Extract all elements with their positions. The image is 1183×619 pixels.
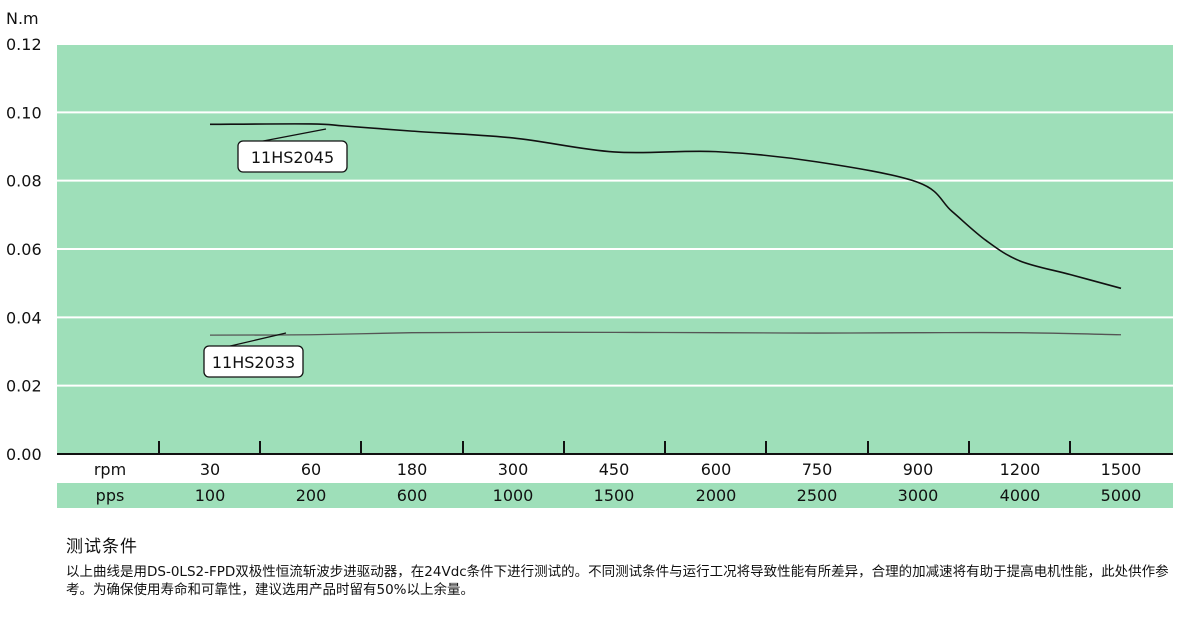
series-line-11HS2033 bbox=[209, 331, 1122, 336]
grid-lines bbox=[57, 43, 1173, 387]
series-label: 11HS2033 bbox=[212, 353, 295, 372]
series-callouts: 11HS2045 11HS2033 bbox=[203, 128, 348, 378]
series-callout: 11HS2045 bbox=[237, 128, 348, 173]
y-tick-label: 0.12 bbox=[6, 35, 42, 54]
rpm-tick-label: 900 bbox=[903, 460, 934, 479]
rpm-tick-label: 180 bbox=[397, 460, 428, 479]
y-tick-label: 0.10 bbox=[6, 103, 42, 122]
pps-tick-label: 2500 bbox=[797, 486, 838, 505]
rpm-tick-label: 1500 bbox=[1101, 460, 1142, 479]
callout-pointer bbox=[225, 332, 287, 348]
series-layer bbox=[209, 123, 1122, 336]
y-tick-label: 0.08 bbox=[6, 172, 42, 191]
test-conditions: 测试条件 以上曲线是用DS-0LS2-FPD双极性恒流斩波步进驱动器，在24Vd… bbox=[66, 532, 1176, 599]
pps-tick-label: 5000 bbox=[1101, 486, 1142, 505]
pps-tick-label: 1500 bbox=[594, 486, 635, 505]
y-tick-label: 0.00 bbox=[6, 445, 42, 464]
x-axis-rows: rpm 30 60 180 300 450 600 750 900 1200 1500 pps 100 2… bbox=[94, 460, 1142, 505]
rpm-tick-label: 30 bbox=[200, 460, 220, 479]
callout-box bbox=[203, 345, 304, 378]
y-axis-ticks: 0.00 0.02 0.04 0.06 0.08 0.10 0.12 bbox=[6, 35, 42, 464]
series-callout: 11HS2033 bbox=[203, 332, 304, 378]
pps-tick-label: 100 bbox=[195, 486, 226, 505]
series-label: 11HS2045 bbox=[251, 148, 334, 167]
pps-tick-label: 2000 bbox=[696, 486, 737, 505]
y-tick-label: 0.06 bbox=[6, 240, 42, 259]
x-axis-tick-marks bbox=[158, 441, 1071, 454]
callout-pointer bbox=[257, 128, 327, 143]
rpm-tick-label: 750 bbox=[802, 460, 833, 479]
pps-tick-label: 200 bbox=[296, 486, 327, 505]
pps-tick-label: 3000 bbox=[898, 486, 939, 505]
rpm-tick-label: 60 bbox=[301, 460, 321, 479]
series-line-11HS2045 bbox=[209, 123, 1122, 290]
torque-chart: 0.00 0.02 0.04 0.06 0.08 0.10 0.12 N.m rpm 30 60… bbox=[6, 9, 1173, 508]
test-conditions-title: 测试条件 bbox=[66, 537, 138, 557]
pps-band bbox=[57, 483, 1173, 508]
test-conditions-body: 以上曲线是用DS-0LS2-FPD双极性恒流斩波步进驱动器，在24Vdc条件下进… bbox=[66, 564, 1169, 598]
rpm-tick-label: 450 bbox=[599, 460, 630, 479]
rpm-tick-label: 1200 bbox=[1000, 460, 1041, 479]
pps-tick-label: 4000 bbox=[1000, 486, 1041, 505]
y-axis-unit: N.m bbox=[6, 9, 39, 28]
rpm-tick-label: 300 bbox=[498, 460, 529, 479]
rpm-axis-label: rpm bbox=[94, 460, 126, 479]
y-tick-label: 0.02 bbox=[6, 377, 42, 396]
callout-box bbox=[237, 140, 348, 173]
pps-tick-label: 600 bbox=[397, 486, 428, 505]
rpm-tick-label: 600 bbox=[701, 460, 732, 479]
y-tick-label: 0.04 bbox=[6, 308, 42, 327]
pps-axis-label: pps bbox=[96, 486, 125, 505]
pps-tick-label: 1000 bbox=[493, 486, 534, 505]
